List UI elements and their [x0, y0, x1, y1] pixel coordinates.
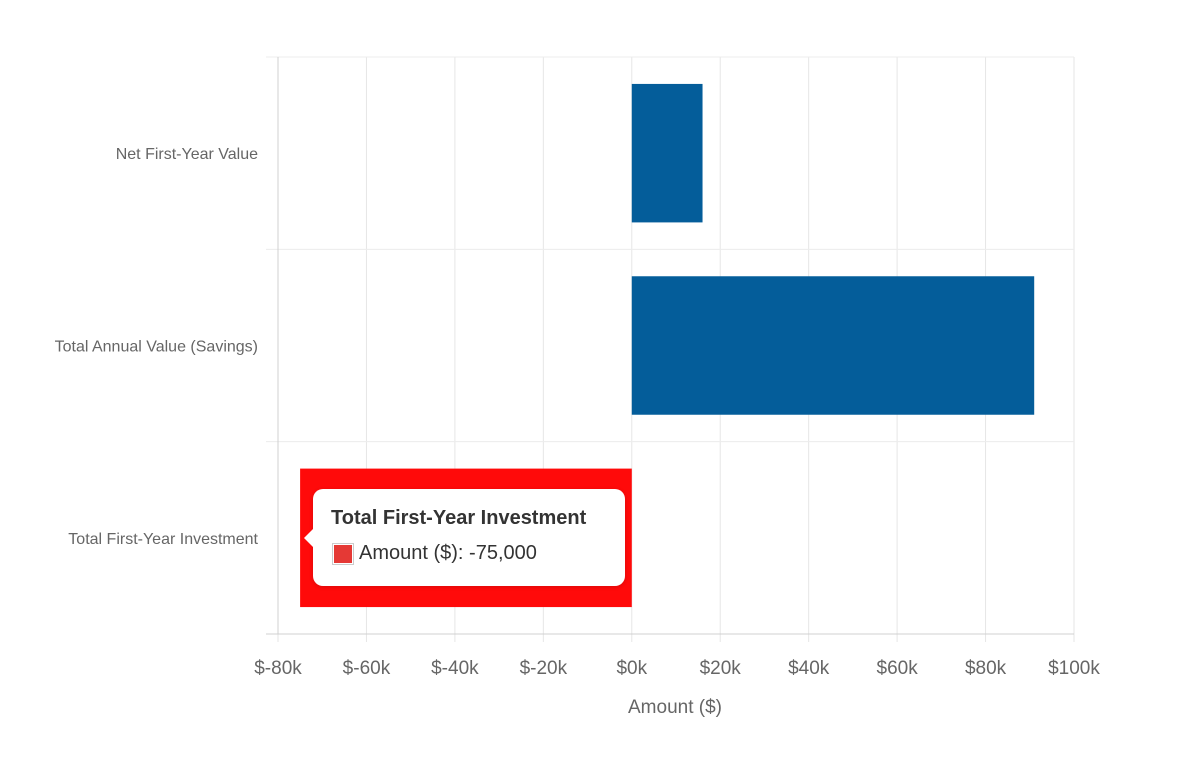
x-tick-label: $-40k — [431, 658, 479, 679]
x-tick-label: $-20k — [520, 658, 568, 679]
tooltip-title: Total First-Year Investment — [331, 507, 587, 529]
x-tick-label: $60k — [877, 658, 919, 679]
x-tick-label: $80k — [965, 658, 1007, 679]
bar[interactable] — [631, 276, 1035, 415]
x-axis-title: Amount ($) — [628, 697, 722, 718]
tooltip-color-swatch — [332, 542, 354, 565]
y-category-label: Net First-Year Value — [116, 146, 258, 163]
y-category-label: Total Annual Value (Savings) — [55, 339, 258, 356]
x-tick-label: $20k — [700, 658, 742, 679]
y-category-label: Total First-Year Investment — [68, 531, 258, 548]
x-tick-label: $0k — [616, 658, 647, 679]
x-tick-label: $-60k — [343, 658, 391, 679]
tooltip-row: Amount ($): -75,000 — [331, 542, 607, 565]
tooltip: Total First-Year Investment Amount ($): … — [304, 489, 625, 586]
x-tick-label: $100k — [1048, 658, 1100, 679]
labels-layer: $-80k $-60k $-40k $-20k $0k $20k $40k $60k $80k $… — [55, 146, 1101, 679]
bar[interactable] — [631, 83, 703, 223]
x-tick-label: $-80k — [254, 658, 302, 679]
tooltip-value: Amount ($): -75,000 — [359, 542, 537, 564]
axis-layer — [266, 56, 1074, 635]
x-tick-label: $40k — [788, 658, 830, 679]
